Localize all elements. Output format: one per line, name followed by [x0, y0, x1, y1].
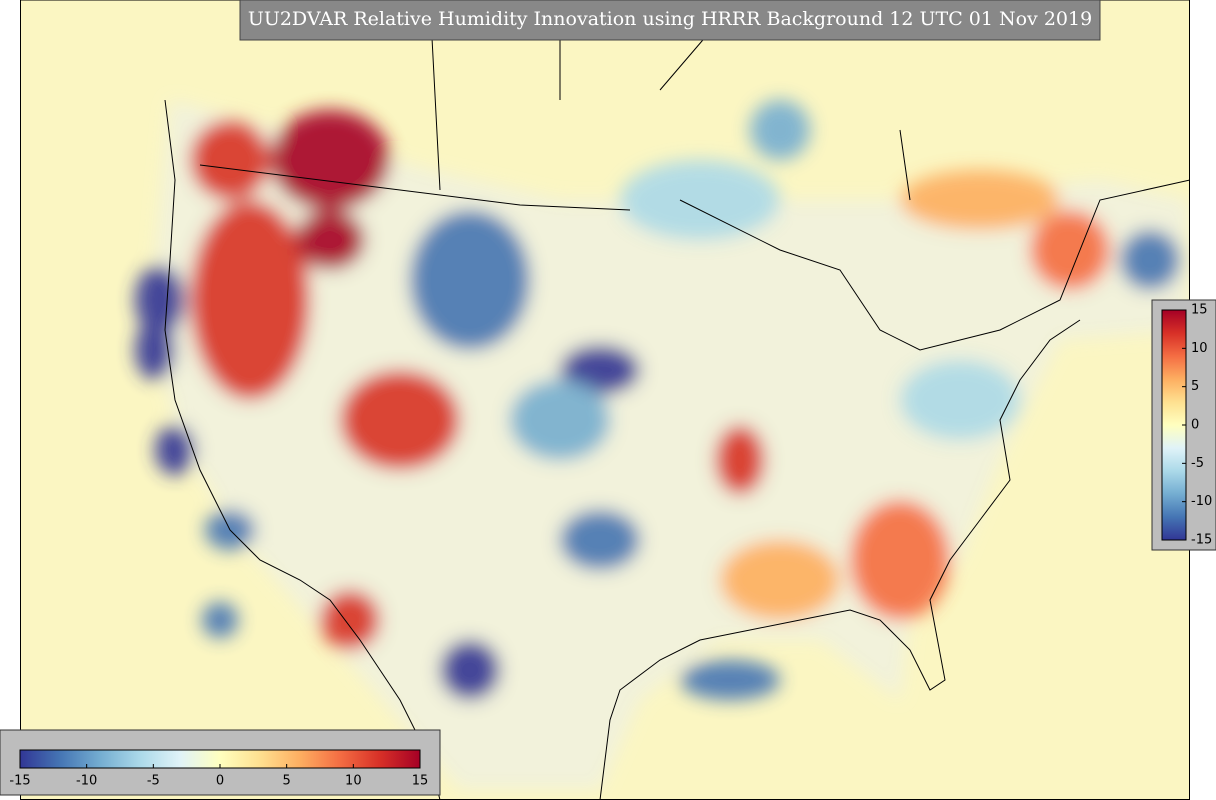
- tick-label: 5: [283, 774, 291, 789]
- tick-label: 10: [1191, 341, 1208, 356]
- tick-label: 15: [1191, 303, 1208, 318]
- tick-label: -10: [76, 774, 97, 789]
- tick-label: 5: [1191, 379, 1199, 394]
- tick-label: 15: [412, 774, 429, 789]
- tick-label: 0: [216, 774, 224, 789]
- map: [20, 0, 1190, 800]
- title-box: [239, 0, 1101, 41]
- title: UU2DVAR Relative Humidity Innovation usi…: [248, 8, 1092, 30]
- tick-label: 10: [345, 774, 362, 789]
- tick-label: -5: [1191, 456, 1204, 471]
- tick-label: -5: [147, 774, 160, 789]
- tick-label: -15: [9, 774, 30, 789]
- tick-label: -10: [1191, 494, 1212, 509]
- tick-label: 0: [1191, 418, 1199, 433]
- tick-label: -15: [1191, 533, 1212, 548]
